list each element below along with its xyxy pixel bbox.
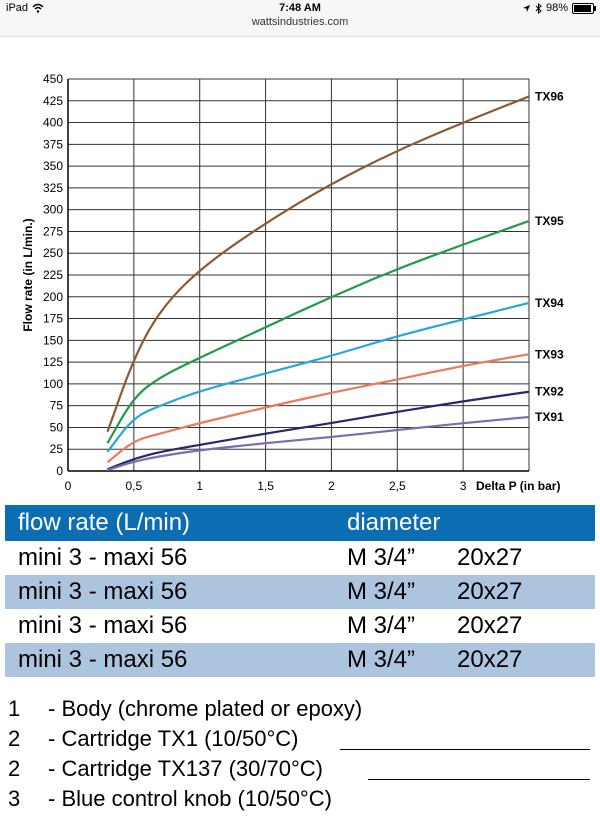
y-tick-label: 200 (43, 290, 63, 304)
header-diameter: diameter (347, 509, 441, 536)
y-tick-label: 450 (43, 72, 63, 86)
status-left: iPad (6, 2, 44, 14)
x-tick-label: 3 (460, 479, 467, 493)
page-url[interactable]: wattsindustries.com (251, 16, 349, 28)
y-tick-label: 100 (43, 377, 63, 391)
spec-table: flow rate (L/min) diameter mini 3 - maxi… (5, 505, 595, 677)
cell-size: 20x27 (457, 544, 523, 571)
x-tick-label: 1 (196, 479, 203, 493)
series-line-tx94 (106, 301, 530, 453)
series-line-tx92 (107, 390, 530, 471)
y-tick-label: 225 (43, 268, 63, 282)
series-label-tx95: TX95 (535, 214, 564, 228)
table-row: mini 3 - maxi 56 M 3/4” 20x27 (5, 575, 595, 609)
underline-rule (368, 779, 590, 780)
series-line-tx93 (106, 353, 530, 464)
battery-percent: 98% (545, 2, 568, 14)
y-tick-label: 150 (43, 333, 63, 347)
series-line-tx91 (107, 415, 530, 472)
series-line-tx95 (106, 219, 530, 444)
cell-flow-rate: mini 3 - maxi 56 (18, 612, 188, 639)
y-tick-label: 25 (50, 442, 64, 456)
y-tick-label: 375 (43, 137, 63, 151)
cell-flow-rate: mini 3 - maxi 56 (18, 544, 188, 571)
item-text: - Cartridge TX137 (30/70°C) (48, 756, 323, 781)
x-tick-label: 2,5 (389, 479, 406, 493)
device-name: iPad (6, 2, 29, 14)
cell-diameter: M 3/4” (347, 544, 416, 571)
y-tick-label: 75 (50, 399, 64, 413)
series-label-tx94: TX94 (535, 296, 564, 310)
table-row: mini 3 - maxi 56 M 3/4” 20x27 (5, 643, 595, 677)
underline-rule (340, 749, 590, 750)
list-item: 1 - Body (chrome plated or epoxy) (0, 696, 600, 726)
list-item: 3 - Blue control knob (10/50°C) (0, 786, 600, 816)
series-line-tx96 (106, 95, 530, 433)
y-tick-label: 425 (43, 94, 63, 108)
y-tick-label: 250 (43, 246, 63, 260)
list-item: 2 - Cartridge TX137 (30/70°C) (0, 756, 600, 786)
cell-diameter: M 3/4” (347, 612, 416, 639)
wifi-icon (32, 3, 44, 13)
item-number: 1 (8, 696, 21, 721)
bluetooth-icon (535, 2, 542, 14)
y-axis-label: Flow rate (in L/min.) (21, 218, 35, 331)
status-bar: iPad 7:48 AM 98% wattsindustries.com (0, 0, 600, 37)
y-tick-label: 125 (43, 355, 63, 369)
item-number: 2 (8, 726, 21, 751)
item-number: 2 (8, 756, 21, 781)
battery-icon (572, 2, 596, 14)
x-tick-label: 0,5 (126, 479, 143, 493)
item-text: - Blue control knob (10/50°C) (48, 786, 332, 811)
x-tick-label: 1,5 (257, 479, 274, 493)
series-label-tx93: TX93 (535, 347, 564, 361)
cell-diameter: M 3/4” (347, 578, 416, 605)
y-tick-label: 325 (43, 181, 63, 195)
y-tick-label: 50 (50, 420, 64, 434)
x-tick-label: 2 (328, 479, 335, 493)
cell-size: 20x27 (457, 612, 523, 639)
y-tick-label: 0 (56, 464, 63, 478)
table-row: mini 3 - maxi 56 M 3/4” 20x27 (5, 609, 595, 643)
item-text: - Cartridge TX1 (10/50°C) (48, 726, 299, 751)
table-row: mini 3 - maxi 56 M 3/4” 20x27 (5, 541, 595, 575)
x-tick-label: 0 (65, 479, 72, 493)
header-flow-rate: flow rate (L/min) (18, 509, 191, 536)
table-header: flow rate (L/min) diameter (5, 505, 595, 541)
series-label-tx92: TX92 (535, 385, 564, 399)
y-tick-label: 175 (43, 312, 63, 326)
cell-diameter: M 3/4” (347, 646, 416, 673)
y-tick-label: 400 (43, 116, 63, 130)
cell-size: 20x27 (457, 646, 523, 673)
status-right: 98% (522, 2, 596, 14)
cell-flow-rate: mini 3 - maxi 56 (18, 646, 188, 673)
y-tick-label: 300 (43, 203, 63, 217)
cell-size: 20x27 (457, 578, 523, 605)
list-item: 2 - Cartridge TX1 (10/50°C) (0, 726, 600, 756)
y-tick-label: 350 (43, 159, 63, 173)
series-label-tx91: TX91 (535, 410, 564, 424)
location-arrow-icon (522, 4, 531, 12)
status-time: 7:48 AM (279, 2, 321, 14)
x-axis-label: Delta P (in bar) (476, 479, 560, 493)
flow-rate-chart: 0 25 50 75 100 125 150 175 200 225 250 275 300 325 350… (21, 72, 564, 493)
cell-flow-rate: mini 3 - maxi 56 (18, 578, 188, 605)
y-tick-label: 275 (43, 224, 63, 238)
parts-list: 1 - Body (chrome plated or epoxy) 2 - Ca… (0, 696, 600, 816)
item-number: 3 (8, 786, 21, 811)
series-label-tx96: TX96 (535, 89, 564, 103)
item-text: - Body (chrome plated or epoxy) (48, 696, 363, 721)
